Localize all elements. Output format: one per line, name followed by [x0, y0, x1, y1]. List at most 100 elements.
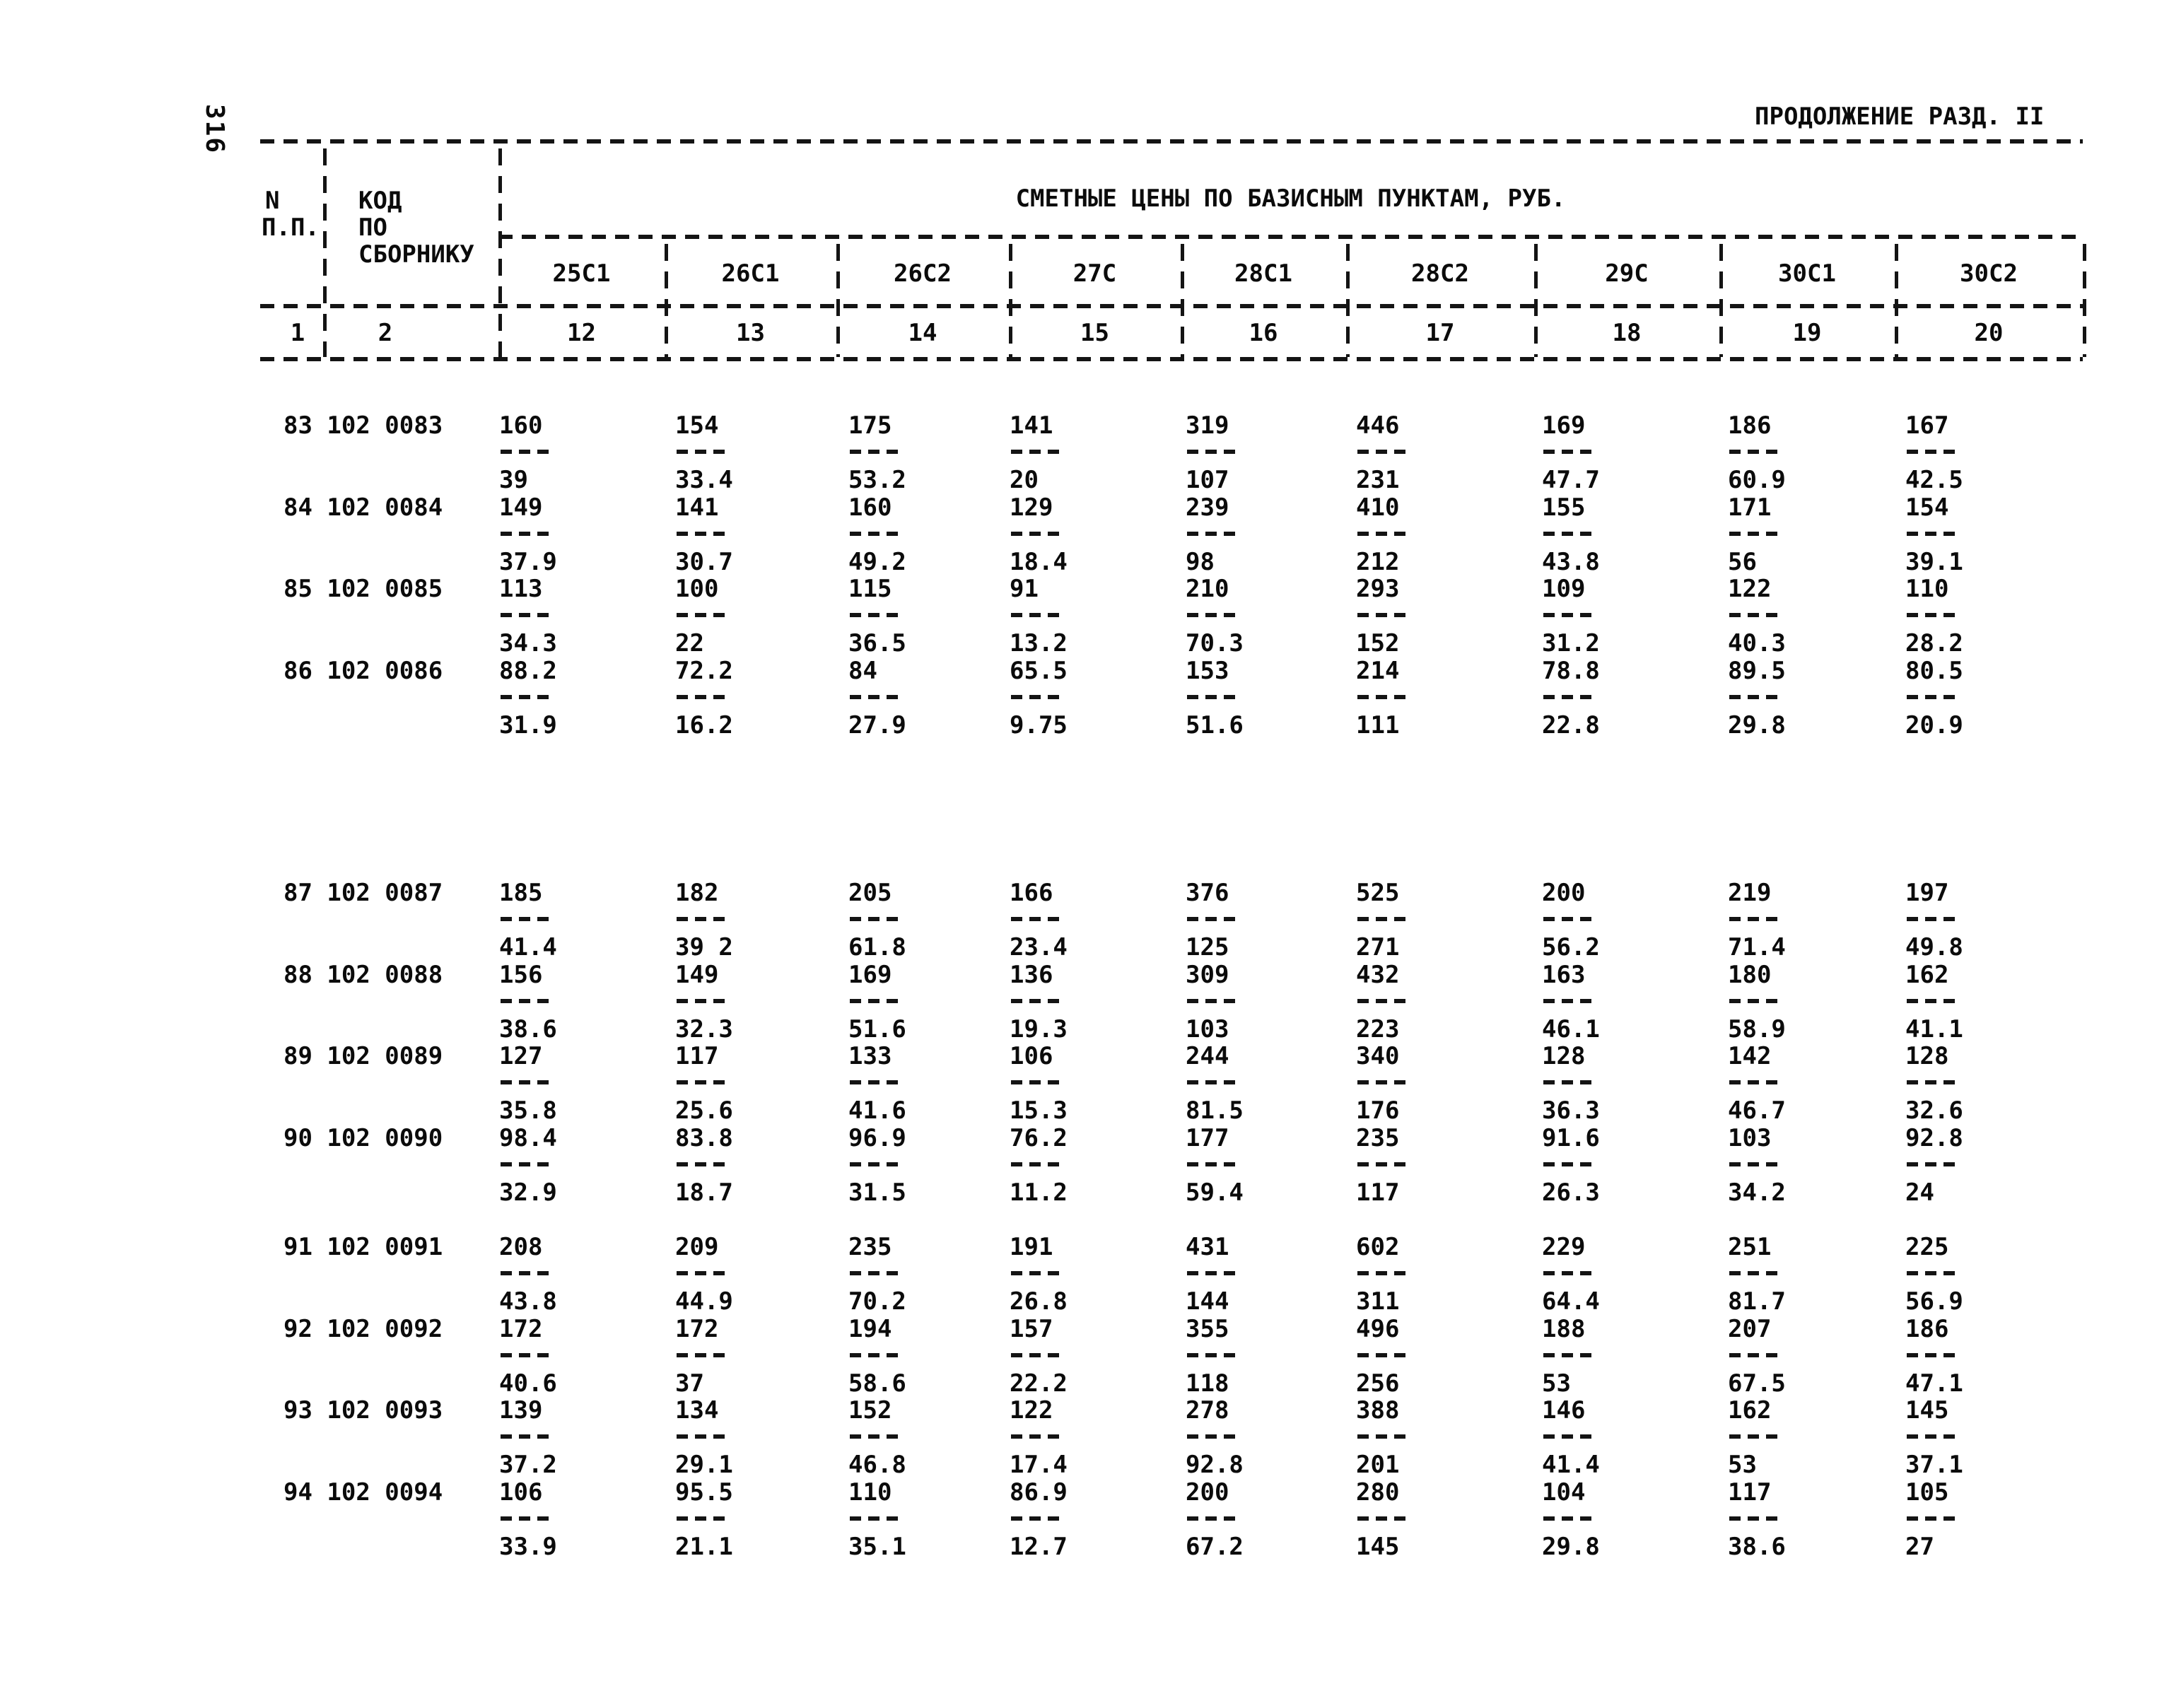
price-lower-value: 40.3 — [1728, 629, 1786, 657]
price-upper-value: 122 — [1728, 575, 1772, 603]
price-lower-value: 41.6 — [848, 1096, 906, 1125]
price-upper-value: 152 — [848, 1396, 892, 1425]
price-lower-value: 28.2 — [1905, 629, 1963, 657]
fraction-dash — [1011, 998, 1066, 1003]
price-upper-value: 319 — [1186, 411, 1229, 440]
fraction-dash — [1907, 1080, 1962, 1084]
span-header-rule — [498, 235, 2083, 239]
price-lower-value: 34.2 — [1728, 1178, 1786, 1207]
price-upper-value: 154 — [675, 411, 719, 440]
fraction-dash — [1729, 1352, 1784, 1357]
fraction-dash — [1011, 1516, 1066, 1521]
fraction-dash — [501, 998, 556, 1003]
price-column-number: 14 — [908, 319, 937, 347]
price-lower-value: 51.6 — [848, 1014, 906, 1043]
price-upper-value: 86.9 — [1010, 1478, 1068, 1507]
fraction-dash — [501, 531, 556, 536]
price-upper-value: 244 — [1186, 1042, 1229, 1070]
continuation-header: ПРОДОЛЖЕНИЕ РАЗД. II — [1755, 103, 2045, 131]
fraction-dash — [850, 1271, 905, 1275]
price-lower-value: 53 — [1728, 1451, 1757, 1479]
fraction-dash — [1011, 1271, 1066, 1275]
fraction-dash — [1729, 917, 1784, 921]
header-divider — [498, 148, 502, 357]
price-lower-value: 212 — [1356, 547, 1400, 576]
price-upper-value: 219 — [1728, 879, 1772, 907]
header-bottom-rule — [260, 357, 2083, 361]
price-lower-value: 29.1 — [675, 1451, 733, 1479]
price-lower-value: 35.1 — [848, 1532, 906, 1561]
price-upper-value: 104 — [1542, 1478, 1586, 1507]
price-lower-value: 29.8 — [1728, 710, 1786, 739]
fraction-dash — [1907, 694, 1962, 699]
price-lower-value: 111 — [1356, 710, 1400, 739]
price-lower-value: 21.1 — [675, 1532, 733, 1561]
price-upper-value: 160 — [499, 411, 543, 440]
fraction-dash — [1187, 613, 1242, 617]
price-lower-value: 15.3 — [1010, 1096, 1068, 1125]
fraction-dash — [1011, 1352, 1066, 1357]
price-upper-value: 129 — [1010, 493, 1053, 522]
price-column-divider — [1895, 244, 1898, 357]
fraction-dash — [1187, 1516, 1242, 1521]
price-lower-value: 70.3 — [1186, 629, 1244, 657]
row-code-label: 90 102 0090 — [283, 1123, 443, 1152]
fraction-dash — [1907, 998, 1962, 1003]
fraction-dash — [1907, 917, 1962, 921]
fraction-dash — [1187, 1434, 1242, 1439]
price-upper-value: 293 — [1356, 575, 1400, 603]
price-upper-value: 110 — [1905, 575, 1949, 603]
price-lower-value: 271 — [1356, 933, 1400, 961]
price-lower-value: 56.9 — [1905, 1287, 1963, 1316]
fraction-dash — [501, 613, 556, 617]
price-lower-value: 36.5 — [848, 629, 906, 657]
price-lower-value: 81.7 — [1728, 1287, 1786, 1316]
fraction-dash — [1543, 1516, 1598, 1521]
price-lower-value: 51.6 — [1186, 710, 1244, 739]
price-upper-value: 432 — [1356, 960, 1400, 989]
price-upper-value: 208 — [499, 1233, 543, 1261]
price-lower-value: 223 — [1356, 1014, 1400, 1043]
fraction-dash — [1357, 1352, 1413, 1357]
price-upper-value: 117 — [675, 1042, 719, 1070]
fraction-dash — [850, 998, 905, 1003]
price-upper-value: 100 — [675, 575, 719, 603]
price-lower-value: 33.4 — [675, 466, 733, 494]
price-upper-value: 162 — [1728, 1396, 1772, 1425]
price-upper-value: 117 — [1728, 1478, 1772, 1507]
price-lower-value: 176 — [1356, 1096, 1400, 1125]
price-upper-value: 91 — [1010, 575, 1039, 603]
price-column-number: 20 — [1974, 319, 2004, 347]
price-upper-value: 188 — [1542, 1314, 1586, 1343]
price-lower-value: 67.2 — [1186, 1532, 1244, 1561]
price-upper-value: 127 — [499, 1042, 543, 1070]
fraction-dash — [1729, 998, 1784, 1003]
fraction-dash — [1543, 613, 1598, 617]
price-lower-value: 58.6 — [848, 1369, 906, 1398]
price-upper-value: 83.8 — [675, 1123, 733, 1152]
price-lower-value: 64.4 — [1542, 1287, 1600, 1316]
price-upper-value: 128 — [1542, 1042, 1586, 1070]
price-upper-value: 153 — [1186, 656, 1229, 685]
price-column-divider — [1009, 244, 1012, 357]
price-lower-value: 20 — [1010, 466, 1039, 494]
price-upper-value: 156 — [499, 960, 543, 989]
price-lower-value: 46.7 — [1728, 1096, 1786, 1125]
price-upper-value: 251 — [1728, 1233, 1772, 1261]
price-upper-value: 146 — [1542, 1396, 1586, 1425]
col2-header-line1: КОД — [358, 187, 402, 215]
fraction-dash — [1187, 531, 1242, 536]
table-row: 91 102 0091 208 43.8 209 44.9 235 70.2 191 26.8 4… — [0, 1234, 2157, 1316]
fraction-dash — [677, 1271, 732, 1275]
fraction-dash — [1907, 1162, 1962, 1166]
row-code-label: 89 102 0089 — [283, 1042, 443, 1070]
price-lower-value: 49.8 — [1905, 933, 1963, 961]
row-code-label: 83 102 0083 — [283, 411, 443, 440]
price-upper-value: 225 — [1905, 1233, 1949, 1261]
page-number: 316 — [200, 104, 229, 155]
price-lower-value: 56.2 — [1542, 933, 1600, 961]
price-lower-value: 118 — [1186, 1369, 1229, 1398]
table-row: 90 102 0090 98.4 32.9 83.8 18.7 96.9 31.5 76.2 1… — [0, 1125, 2157, 1207]
fraction-dash — [1357, 450, 1413, 454]
row-code-label: 91 102 0091 — [283, 1233, 443, 1261]
